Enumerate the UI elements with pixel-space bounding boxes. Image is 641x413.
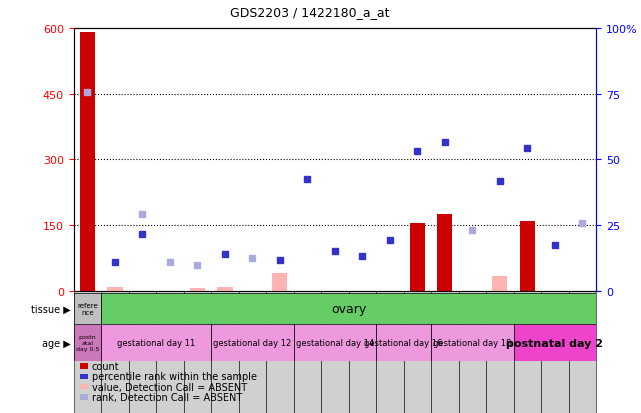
Text: gestational day 11: gestational day 11 xyxy=(117,338,196,347)
Bar xyxy=(101,291,129,413)
Bar xyxy=(349,291,376,413)
Bar xyxy=(80,33,95,291)
Bar xyxy=(74,293,101,324)
Text: tissue ▶: tissue ▶ xyxy=(31,304,71,314)
Bar xyxy=(266,291,294,413)
Bar xyxy=(108,288,122,291)
Text: gestational day 18: gestational day 18 xyxy=(433,338,512,347)
Text: percentile rank within the sample: percentile rank within the sample xyxy=(92,371,256,381)
Bar xyxy=(492,276,508,291)
Bar xyxy=(486,291,513,413)
Bar xyxy=(437,215,453,291)
Bar xyxy=(74,324,101,361)
Bar xyxy=(74,291,101,413)
Bar xyxy=(410,223,425,291)
Text: count: count xyxy=(92,361,119,371)
Bar xyxy=(569,291,596,413)
Bar xyxy=(404,291,431,413)
Bar xyxy=(129,291,156,413)
Bar xyxy=(431,291,459,413)
Bar xyxy=(321,291,349,413)
Bar xyxy=(459,291,486,413)
Bar xyxy=(294,324,376,361)
Bar xyxy=(101,324,211,361)
Text: rank, Detection Call = ABSENT: rank, Detection Call = ABSENT xyxy=(92,392,242,402)
Text: gestational day 16: gestational day 16 xyxy=(365,338,443,347)
Bar xyxy=(190,289,205,291)
Bar xyxy=(156,291,184,413)
Text: value, Detection Call = ABSENT: value, Detection Call = ABSENT xyxy=(92,382,247,392)
Bar xyxy=(184,291,211,413)
Text: ovary: ovary xyxy=(331,302,366,315)
Bar xyxy=(520,221,535,291)
Bar xyxy=(513,291,541,413)
Text: postn
atal
day 0.5: postn atal day 0.5 xyxy=(76,335,99,351)
Bar xyxy=(217,288,233,291)
Bar xyxy=(376,291,404,413)
Bar xyxy=(431,324,513,361)
Bar xyxy=(294,291,321,413)
Text: age ▶: age ▶ xyxy=(42,338,71,348)
Bar xyxy=(211,324,294,361)
Bar xyxy=(513,324,596,361)
Bar xyxy=(238,291,266,413)
Bar xyxy=(541,291,569,413)
Text: refere
nce: refere nce xyxy=(77,302,98,315)
Text: postnatal day 2: postnatal day 2 xyxy=(506,338,603,348)
Text: gestational day 12: gestational day 12 xyxy=(213,338,292,347)
Text: gestational day 14: gestational day 14 xyxy=(296,338,374,347)
Bar xyxy=(211,291,238,413)
Bar xyxy=(376,324,431,361)
Text: GDS2203 / 1422180_a_at: GDS2203 / 1422180_a_at xyxy=(229,6,389,19)
Bar xyxy=(272,274,288,291)
